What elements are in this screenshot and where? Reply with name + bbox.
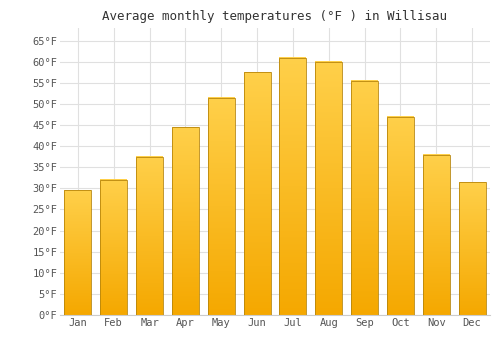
Bar (458, 182, 485, 315)
Bar (423, 155, 450, 315)
Bar (387, 117, 414, 315)
Bar (208, 98, 234, 315)
Bar (64, 190, 92, 315)
Bar (100, 180, 127, 315)
Bar (316, 62, 342, 315)
Bar (172, 127, 199, 315)
Bar (136, 157, 163, 315)
Bar (351, 81, 378, 315)
Bar (280, 57, 306, 315)
Title: Average monthly temperatures (°F ) in Willisau: Average monthly temperatures (°F ) in Wi… (102, 10, 448, 23)
Bar (244, 72, 270, 315)
